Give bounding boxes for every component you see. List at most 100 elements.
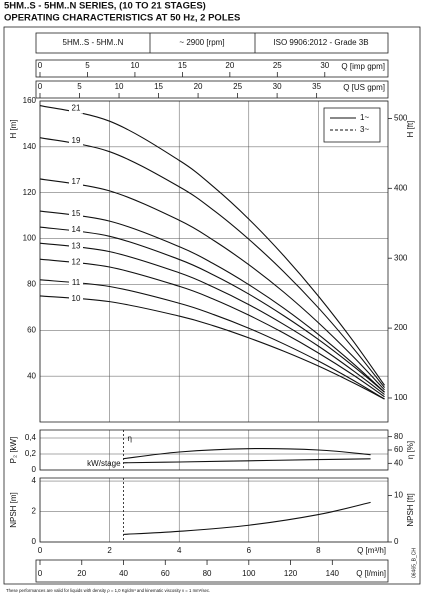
y2-axis-title: H [ft] [406, 121, 415, 138]
y-axis-title: H [m] [9, 119, 18, 138]
curve-label-bg [69, 293, 83, 304]
top-axis-tick-label: 25 [233, 82, 242, 91]
curve [39, 242, 385, 395]
y-tick-label: 0 [32, 465, 37, 474]
top-axis-tick-label: 30 [320, 61, 329, 70]
curve [123, 501, 371, 535]
y2-tick-label: 200 [394, 323, 408, 332]
y2-tick-label: 0 [394, 537, 399, 546]
curve [123, 448, 371, 460]
curve-label-bg [69, 209, 83, 220]
header-cell: 5HM..S - 5HM..N [63, 38, 124, 47]
y-tick-label: 40 [27, 371, 36, 380]
curve [39, 137, 385, 388]
y-tick-label: 140 [23, 142, 37, 151]
header-cell: ISO 9906:2012 - Grade 3B [273, 38, 368, 47]
curve-label: 14 [72, 225, 81, 234]
curve [39, 210, 385, 393]
header-box [35, 32, 389, 54]
y2-axis-title: η [%] [406, 441, 415, 459]
curve-label-bg [69, 176, 83, 187]
y-axis-title: NPSH [m] [9, 492, 18, 528]
top-axis-tick-label: 25 [273, 61, 282, 70]
y2-tick-label: 80 [394, 432, 403, 441]
title-line: OPERATING CHARACTERISTICS AT 50 Hz, 2 PO… [4, 13, 240, 24]
curve-label: η [128, 434, 132, 443]
bottom-axis-tick-label: 0 [38, 569, 43, 578]
title-line: 5HM..S - 5HM..N SERIES, (10 TO 21 STAGES… [4, 1, 206, 12]
curve-label-bg [69, 257, 83, 268]
top-axis-tick-label: 0 [38, 82, 43, 91]
header-cell: ~ 2900 [rpm] [179, 38, 224, 47]
y2-tick-label: 10 [394, 491, 403, 500]
curve [123, 458, 371, 464]
y2-tick-label: 400 [394, 183, 408, 192]
curve [39, 279, 385, 400]
top-axis-tick-label: 20 [194, 82, 203, 91]
top-axis-tick-label: 5 [77, 82, 82, 91]
curve-label-bg [69, 241, 83, 252]
y-tick-label: 120 [23, 188, 37, 197]
plot-area [40, 478, 388, 542]
curve-label-bg [69, 135, 83, 146]
curve-label: 13 [72, 241, 81, 250]
top-axis-tick-label: 15 [178, 61, 187, 70]
top-axis-tick-label: 0 [38, 61, 43, 70]
top-axis-box [35, 59, 389, 78]
legend-label: 1~ [360, 113, 369, 122]
plot-area [40, 101, 388, 422]
top-axis-label: Q [imp gpm] [341, 62, 385, 71]
x-tick-label: 4 [177, 546, 182, 555]
top-axis-box [35, 80, 389, 99]
curve-label-bg [69, 277, 83, 288]
bottom-axis-tick-label: 80 [203, 569, 212, 578]
bottom-axis-tick-label: 20 [77, 569, 86, 578]
top-axis-tick-label: 15 [154, 82, 163, 91]
y2-tick-label: 60 [394, 445, 403, 454]
y-axis-title: P₂ [kW] [9, 437, 18, 464]
legend-box [323, 107, 381, 143]
curve-label: 21 [72, 104, 81, 113]
plot-frame [39, 100, 389, 423]
curve [39, 295, 385, 400]
x-tick-label: 0 [38, 546, 43, 555]
top-axis-tick-label: 35 [312, 82, 321, 91]
y-tick-label: 100 [23, 234, 37, 243]
y2-tick-label: 500 [394, 114, 408, 123]
x-tick-label: 6 [247, 546, 252, 555]
plot-frame [39, 429, 389, 471]
y-tick-label: 4 [32, 476, 37, 485]
top-axis-label: Q [US gpm] [343, 83, 385, 92]
top-axis-tick-label: 10 [115, 82, 124, 91]
curve-label-bg [69, 225, 83, 236]
top-axis-tick-label: 20 [225, 61, 234, 70]
x-axis-title: Q [m³/h] [357, 546, 386, 555]
plot-frame [39, 477, 389, 543]
bottom-axis-tick-label: 100 [242, 569, 256, 578]
y-tick-label: 2 [32, 507, 37, 516]
outer-frame [3, 26, 421, 585]
legend-label: 3~ [360, 125, 369, 134]
top-axis-tick-label: 5 [85, 61, 90, 70]
y2-tick-label: 300 [394, 253, 408, 262]
bottom-axis-tick-label: 120 [284, 569, 298, 578]
curve-label: kW/stage [87, 459, 121, 468]
curve [39, 105, 385, 386]
bottom-axis-tick-label: 140 [326, 569, 340, 578]
curve-label: 15 [72, 209, 81, 218]
curve-label-bg [69, 103, 83, 114]
bottom-axis-tick-label: 40 [119, 569, 128, 578]
curve-label: 17 [72, 177, 81, 186]
curve-label: 12 [72, 257, 81, 266]
curve [39, 258, 385, 398]
x-tick-label: 8 [316, 546, 321, 555]
footnote: These performances are valid for liquids… [6, 588, 210, 593]
top-axis-tick-label: 10 [130, 61, 139, 70]
y2-axis-title: NPSH [ft] [406, 493, 415, 526]
curve-label: 11 [72, 278, 81, 287]
y-tick-label: 80 [27, 280, 36, 289]
code: 06465_B_CH [411, 548, 417, 578]
curve [39, 178, 385, 391]
curve-label: 10 [72, 294, 81, 303]
